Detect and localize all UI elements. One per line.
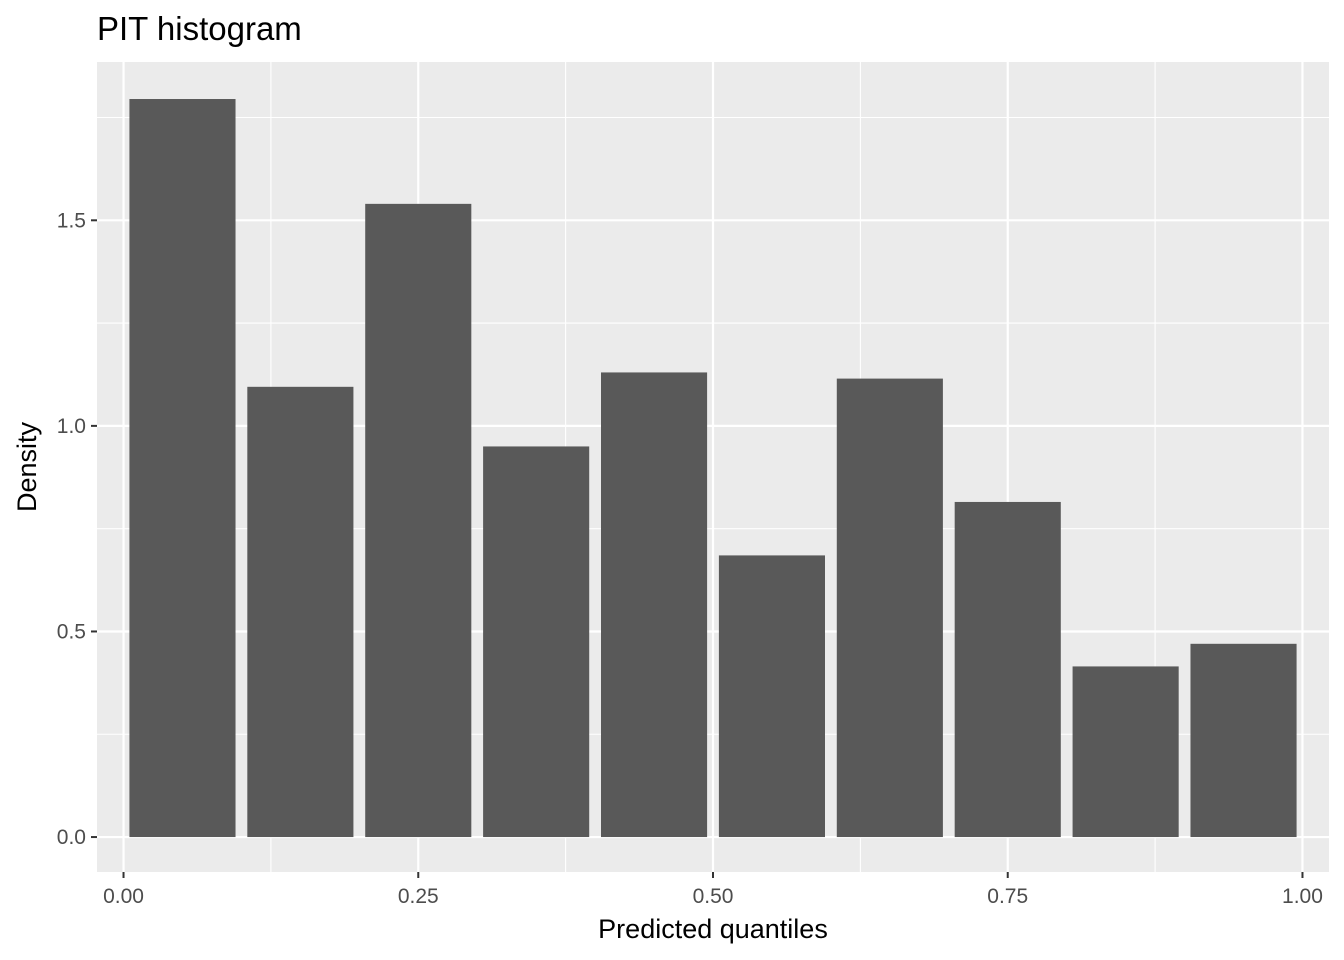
histogram-bar <box>836 378 943 838</box>
histogram-bar <box>365 203 472 838</box>
chart-title: PIT histogram <box>97 10 302 47</box>
histogram-bar <box>483 446 590 838</box>
y-tick-label: 1.0 <box>57 415 86 438</box>
x-tick-label: 0.25 <box>398 885 439 908</box>
histogram-bar <box>1072 666 1179 838</box>
x-axis-ticks: 0.00 0.25 0.50 0.75 1.00 <box>103 872 1323 908</box>
x-tick-label: 0.00 <box>103 885 144 908</box>
histogram-bar <box>718 555 825 838</box>
x-tick-label: 0.75 <box>987 885 1028 908</box>
histogram-bar <box>601 372 708 838</box>
histogram-bar <box>954 501 1061 838</box>
y-axis-ticks: 0.0 0.5 1.0 1.5 <box>57 209 97 849</box>
y-axis-title: Density <box>12 421 42 512</box>
y-tick-label: 0.0 <box>57 826 86 849</box>
histogram-bar <box>247 386 354 838</box>
x-tick-label: 1.00 <box>1282 885 1323 908</box>
x-axis-title: Predicted quantiles <box>598 914 828 944</box>
y-tick-label: 0.5 <box>57 620 86 643</box>
histogram-bar <box>1190 643 1297 838</box>
histogram-bars <box>129 99 1297 838</box>
y-tick-label: 1.5 <box>57 209 86 232</box>
histogram-bar <box>129 99 236 838</box>
x-tick-label: 0.50 <box>693 885 734 908</box>
